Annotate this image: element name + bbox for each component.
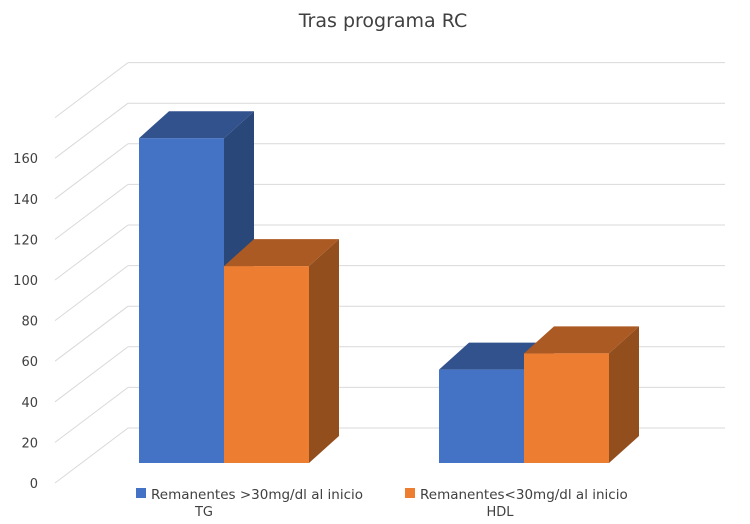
category-label-hdl: HDL bbox=[486, 505, 514, 520]
legend-swatch-series-2 bbox=[405, 488, 415, 498]
legend-label-series-1: Remanentes >30mg/dl al inicio bbox=[151, 487, 363, 503]
bars bbox=[139, 111, 639, 463]
gridline-depth bbox=[54, 346, 129, 403]
y-tick-label: 80 bbox=[21, 315, 38, 330]
category-labels: TG HDL bbox=[194, 505, 514, 520]
y-tick-label: 120 bbox=[13, 233, 38, 248]
legend-swatch-series-1 bbox=[136, 488, 146, 498]
y-tick-label: 100 bbox=[13, 274, 38, 289]
bar-series-2-tg bbox=[224, 239, 339, 463]
chart-title: Tras programa RC bbox=[298, 10, 468, 32]
y-tick-label: 160 bbox=[13, 152, 38, 167]
category-label-tg: TG bbox=[194, 505, 213, 520]
gridline-depth bbox=[54, 184, 129, 240]
bar-series-2-hdl bbox=[524, 326, 639, 463]
gridline-depth bbox=[54, 143, 129, 200]
y-axis-ticks: 0 20 40 60 80 100 120 140 160 bbox=[13, 152, 38, 492]
y-tick-label: 0 bbox=[30, 477, 38, 492]
y-tick-label: 40 bbox=[21, 396, 38, 411]
gridline-depth bbox=[54, 62, 129, 118]
y-tick-label: 140 bbox=[13, 193, 38, 208]
legend: Remanentes >30mg/dl al inicio Remanentes… bbox=[136, 487, 628, 503]
gridline-depth bbox=[54, 427, 129, 484]
gridline-depth bbox=[54, 224, 129, 281]
gridline-depth bbox=[54, 387, 129, 443]
y-tick-label: 20 bbox=[21, 436, 38, 451]
legend-label-series-2: Remanentes<30mg/dl al inicio bbox=[420, 487, 628, 503]
y-tick-label: 60 bbox=[21, 355, 38, 370]
gridline-depth bbox=[54, 265, 129, 321]
gridline-depth bbox=[54, 102, 129, 159]
gridline-depth bbox=[54, 305, 129, 362]
